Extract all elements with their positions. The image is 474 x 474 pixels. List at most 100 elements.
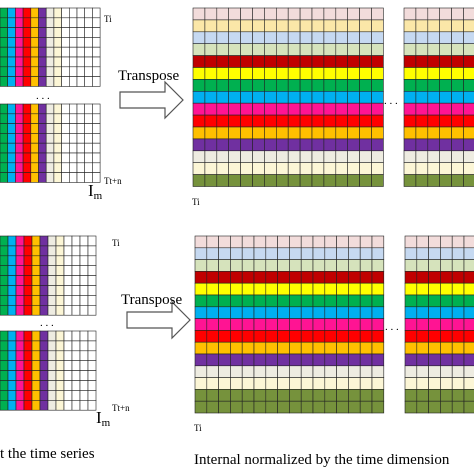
- grid-cell: [0, 123, 8, 134]
- grid-cell: [192, 114, 206, 128]
- grid-cell: [300, 259, 314, 272]
- grid-cell: [439, 7, 452, 21]
- grid-cell: [287, 19, 301, 33]
- grid-cell: [0, 370, 9, 381]
- grid-cell: [23, 380, 33, 391]
- grid-cell: [87, 399, 97, 411]
- grid-cell: [39, 330, 49, 342]
- grid-cell: [76, 123, 85, 134]
- grid-cell: [31, 340, 41, 352]
- grid-cell: [416, 341, 429, 355]
- grid-cell: [359, 7, 372, 21]
- grid-cell: [0, 275, 9, 286]
- top-right-dots: . . .: [384, 95, 398, 107]
- grid-cell: [45, 7, 55, 19]
- grid-cell: [403, 31, 417, 44]
- grid-cell: [451, 114, 464, 128]
- grid-cell: [53, 162, 62, 173]
- grid-cell: [359, 271, 373, 284]
- grid-cell: [204, 102, 218, 116]
- grid-cell: [38, 37, 47, 48]
- grid-cell: [289, 282, 302, 296]
- grid-cell: [264, 174, 277, 187]
- grid-cell: [336, 330, 349, 343]
- grid-cell: [45, 76, 55, 87]
- grid-cell: [47, 350, 57, 361]
- grid-cell: [7, 76, 16, 87]
- grid-cell: [253, 294, 267, 308]
- grid-cell: [0, 390, 9, 401]
- grid-cell: [38, 113, 47, 124]
- grid-cell: [230, 377, 243, 390]
- grid-cell: [440, 330, 453, 343]
- grid-cell: [287, 138, 301, 152]
- grid-cell: [440, 365, 453, 378]
- grid-cell: [265, 400, 278, 414]
- grid-cell: [299, 102, 313, 116]
- grid-cell: [92, 46, 101, 58]
- grid-cell: [451, 247, 465, 260]
- grid-cell: [463, 318, 474, 331]
- grid-cell: [289, 318, 302, 331]
- grid-cell: [252, 91, 265, 104]
- grid-cell: [92, 162, 101, 173]
- grid-cell: [336, 235, 349, 249]
- grid-cell: [265, 294, 278, 308]
- grid-cell: [92, 133, 101, 144]
- grid-cell: [359, 318, 373, 331]
- grid-cell: [218, 235, 231, 249]
- grid-cell: [31, 390, 41, 401]
- grid-cell: [22, 66, 32, 77]
- grid-cell: [252, 102, 265, 116]
- grid-cell: [371, 102, 384, 116]
- grid-cell: [427, 126, 440, 140]
- grid-cell: [312, 377, 326, 390]
- grid-cell: [7, 7, 16, 19]
- grid-cell: [39, 340, 49, 352]
- grid-cell: [76, 37, 85, 48]
- grid-cell: [264, 102, 277, 116]
- grid-cell: [300, 353, 314, 367]
- grid-cell: [463, 43, 474, 56]
- grid-cell: [439, 174, 452, 187]
- grid-cell: [84, 56, 93, 68]
- grid-cell: [23, 370, 33, 381]
- grid-cell: [23, 304, 33, 316]
- grid-cell: [216, 102, 230, 116]
- grid-cell: [264, 43, 277, 56]
- grid-cell: [277, 235, 290, 249]
- grid-cell: [371, 259, 385, 272]
- grid-cell: [403, 19, 417, 33]
- grid-cell: [61, 66, 70, 77]
- grid-cell: [415, 114, 429, 128]
- grid-cell: [39, 255, 49, 267]
- grid-cell: [38, 152, 47, 164]
- grid-cell: [451, 330, 465, 343]
- grid-cell: [38, 46, 47, 58]
- grid-cell: [22, 113, 32, 124]
- grid-cell: [84, 66, 93, 77]
- grid-cell: [440, 282, 453, 296]
- grid-cell: [15, 152, 24, 164]
- grid-cell: [0, 103, 8, 115]
- grid-cell: [299, 7, 313, 21]
- grid-cell: [47, 399, 57, 411]
- grid-cell: [253, 271, 267, 284]
- grid-cell: [252, 67, 265, 80]
- caption-right: Internal normalized by the time dimensio…: [194, 452, 450, 468]
- grid-cell: [228, 102, 241, 116]
- grid-cell: [216, 31, 230, 44]
- grid-cell: [15, 235, 25, 247]
- grid-cell: [79, 380, 89, 391]
- grid-cell: [76, 172, 85, 183]
- grid-cell: [439, 114, 452, 128]
- bottom-left-lower-block: [0, 330, 97, 411]
- grid-cells: [0, 7, 474, 414]
- grid-cell: [22, 76, 32, 87]
- grid-cell: [194, 365, 208, 378]
- grid-cell: [30, 46, 39, 58]
- grid-cell: [440, 259, 453, 272]
- grid-cell: [76, 56, 85, 68]
- grid-cell: [275, 55, 289, 68]
- grid-cell: [300, 306, 314, 319]
